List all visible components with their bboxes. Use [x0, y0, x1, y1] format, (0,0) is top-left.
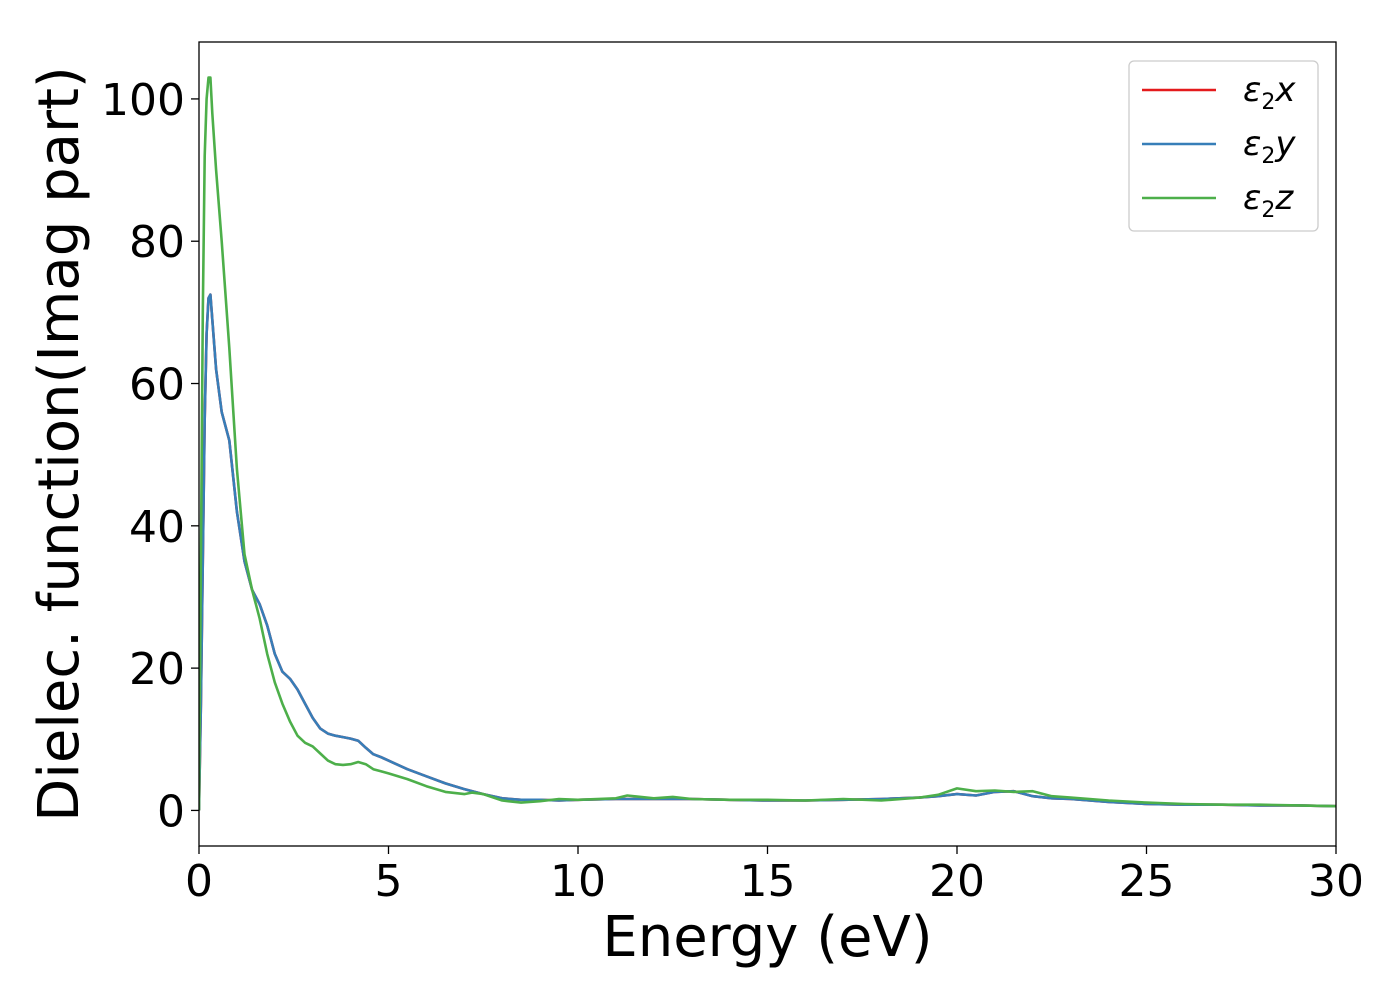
y-tick-label: 60 — [129, 360, 185, 411]
y-tick-label: 20 — [129, 644, 185, 695]
x-tick-label: 25 — [1119, 856, 1175, 907]
legend-box — [1128, 60, 1319, 232]
y-axis-label: Dielec. function(Imag part) — [27, 66, 92, 822]
y-axis: 0 20 40 60 80 100 — [101, 75, 199, 837]
y-tick-label: 100 — [101, 75, 185, 126]
y-tick-label: 80 — [129, 217, 185, 268]
x-tick-label: 0 — [185, 856, 213, 907]
y-tick-label: 40 — [129, 502, 185, 553]
legend-label-z: ε2z — [1243, 178, 1294, 223]
y-tick-label: 0 — [157, 786, 185, 837]
x-tick-label: 5 — [375, 856, 403, 907]
x-axis: 0 5 10 15 20 25 30 — [185, 846, 1364, 907]
x-tick-label: 10 — [550, 856, 606, 907]
legend-label-y: ε2y — [1243, 124, 1296, 169]
x-tick-label: 30 — [1308, 856, 1364, 907]
series-layer — [199, 76, 1336, 811]
x-tick-label: 15 — [740, 856, 796, 907]
x-tick-label: 20 — [929, 856, 985, 907]
series-line-z — [199, 76, 1336, 811]
legend: ε2x ε2y ε2z — [1128, 60, 1319, 232]
legend-label-x: ε2x — [1243, 70, 1296, 115]
x-axis-label: Energy (eV) — [602, 905, 932, 970]
